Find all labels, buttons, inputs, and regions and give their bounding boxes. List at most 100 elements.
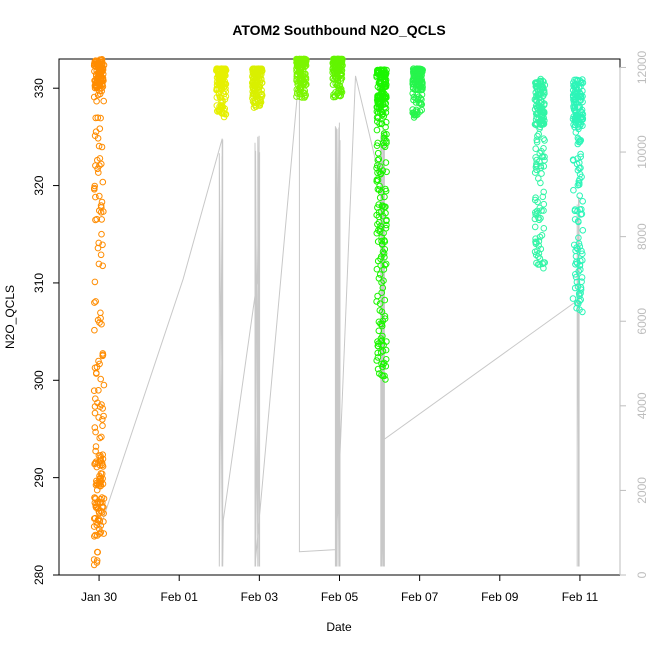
data-point [377, 335, 385, 342]
data-point [376, 300, 384, 308]
data-point [301, 87, 309, 95]
data-point [96, 530, 103, 537]
y-right-tick-label: 8000 [635, 223, 649, 250]
data-point [381, 296, 389, 304]
data-point [382, 159, 390, 166]
data-point [579, 250, 586, 258]
data-point [374, 149, 382, 157]
y-right-tick-label: 4000 [635, 392, 649, 419]
data-point [93, 370, 100, 377]
data-point [382, 376, 389, 383]
data-point [540, 200, 548, 208]
data-point [532, 145, 540, 152]
data-point [576, 192, 584, 199]
data-point [533, 136, 541, 144]
data-point [97, 375, 104, 383]
data-point [382, 70, 390, 77]
data-point [374, 354, 382, 361]
x-axis-label: Date [326, 620, 352, 634]
data-point [377, 255, 384, 263]
data-point [336, 82, 343, 90]
data-point [382, 260, 390, 268]
data-point [330, 93, 337, 101]
data-point [536, 158, 543, 165]
data-point [99, 262, 106, 270]
data-point [98, 68, 105, 75]
x-tick-label: Feb 07 [401, 590, 439, 604]
data-point [375, 209, 383, 216]
data-point [533, 138, 541, 146]
data-point [569, 295, 577, 302]
data-point [98, 198, 106, 206]
data-point [91, 494, 98, 502]
data-point [94, 399, 101, 407]
data-point [377, 320, 384, 328]
data-point [577, 94, 585, 101]
data-point [379, 212, 387, 220]
data-point [537, 162, 545, 170]
data-point [249, 83, 256, 90]
points-layer [90, 55, 587, 569]
data-point [381, 143, 389, 151]
data-point [538, 170, 545, 177]
data-point [533, 92, 540, 99]
y-right-tick-label: 2000 [635, 477, 649, 504]
data-point [572, 129, 580, 136]
data-point [90, 387, 98, 395]
data-point [576, 122, 584, 129]
data-point [92, 298, 99, 305]
x-tick-label: Feb 11 [562, 590, 599, 604]
data-point [296, 75, 304, 82]
data-point [93, 557, 101, 564]
data-point [91, 182, 98, 190]
data-point [533, 259, 540, 267]
data-point [570, 103, 577, 110]
data-point [579, 257, 586, 264]
data-point [95, 169, 102, 176]
data-point [574, 260, 581, 267]
data-point [377, 349, 385, 356]
data-point [532, 163, 540, 171]
data-point [250, 104, 258, 111]
y-right-tick-label: 12000 [635, 50, 649, 84]
data-point [376, 271, 384, 278]
x-tick-label: Feb 03 [241, 590, 279, 604]
data-point [373, 357, 381, 364]
x-tick-label: Feb 09 [481, 590, 519, 604]
data-point [380, 361, 387, 368]
data-point [378, 109, 386, 116]
data-point [576, 306, 583, 314]
data-point [379, 363, 386, 371]
y-right-tick-label: 10000 [635, 135, 649, 169]
data-point [334, 56, 341, 64]
chart-title: ATOM2 Southbound N2O_QCLS [232, 22, 445, 38]
data-point [255, 81, 263, 89]
data-point [534, 198, 541, 206]
data-point [379, 111, 386, 119]
data-point [222, 110, 229, 118]
data-point [381, 315, 389, 323]
data-point [91, 424, 99, 431]
data-point [95, 260, 103, 268]
data-point [538, 108, 546, 115]
y-right-tick-label: 6000 [635, 308, 649, 335]
data-point [255, 86, 262, 94]
data-point [538, 83, 546, 91]
data-point [380, 113, 388, 120]
data-point [571, 76, 578, 84]
data-point [577, 266, 584, 273]
altitude-layer [96, 71, 580, 567]
data-point [92, 71, 100, 78]
data-point [249, 88, 256, 95]
data-point [94, 91, 102, 99]
data-point [535, 216, 543, 224]
data-point [96, 192, 103, 200]
data-point [373, 108, 381, 115]
data-point [378, 341, 385, 349]
data-point [97, 309, 104, 317]
data-point [572, 114, 579, 121]
x-tick-label: Feb 05 [321, 590, 359, 604]
y-left-tick-label: 290 [32, 467, 46, 487]
data-point [416, 78, 424, 86]
data-point [533, 79, 541, 86]
